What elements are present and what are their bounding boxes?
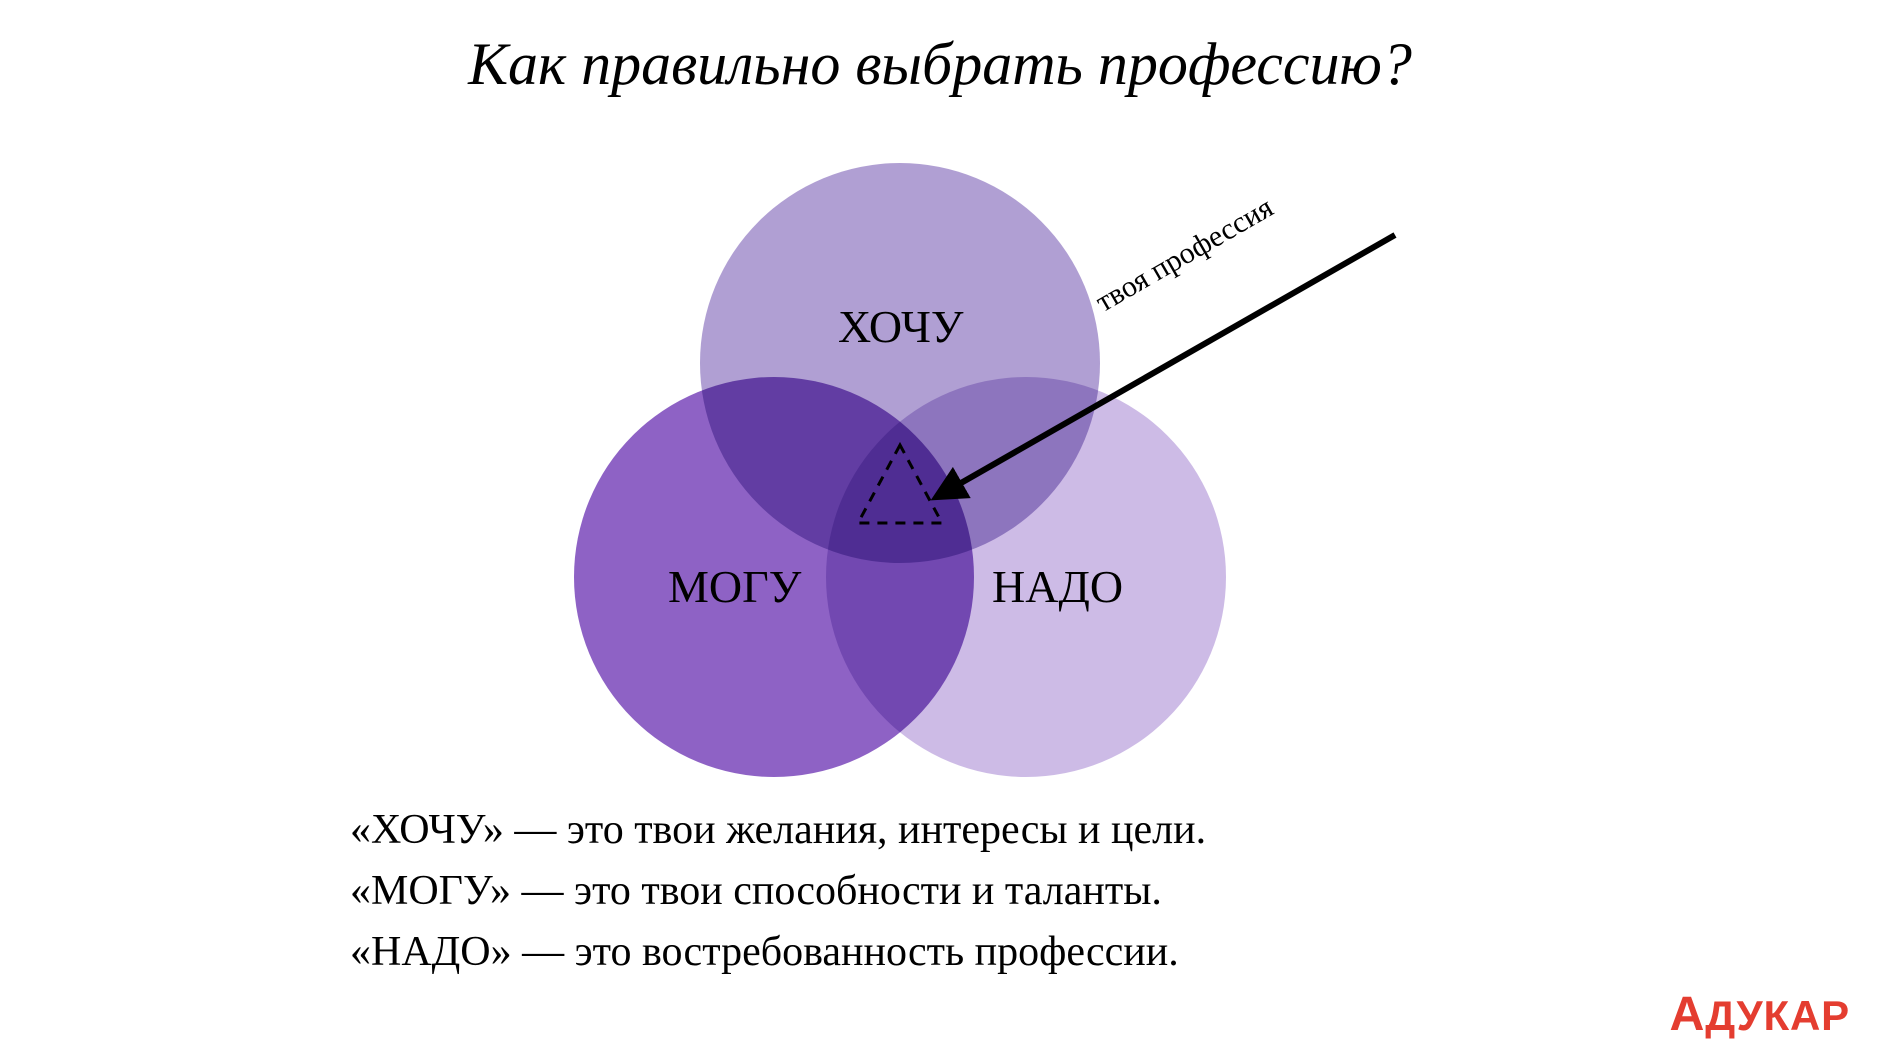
legend-line-need: «НАДО» — это востребованность профессии. xyxy=(350,922,1206,983)
legend: «ХОЧУ» — это твои желания, интересы и це… xyxy=(350,800,1206,983)
venn-svg xyxy=(560,145,1460,845)
legend-line-can: «МОГУ» — это твои способности и таланты. xyxy=(350,861,1206,922)
watermark-cap: А xyxy=(1670,987,1706,1041)
watermark-rest: ДУКАР xyxy=(1705,992,1850,1039)
watermark-logo: АДУКАР xyxy=(1670,986,1850,1042)
legend-line-want: «ХОЧУ» — это твои желания, интересы и це… xyxy=(350,800,1206,861)
label-want: ХОЧУ xyxy=(838,300,963,353)
label-need: НАДО xyxy=(992,560,1123,613)
label-can: МОГУ xyxy=(668,560,801,613)
page-title: Как правильно выбрать профессию? xyxy=(468,30,1412,99)
